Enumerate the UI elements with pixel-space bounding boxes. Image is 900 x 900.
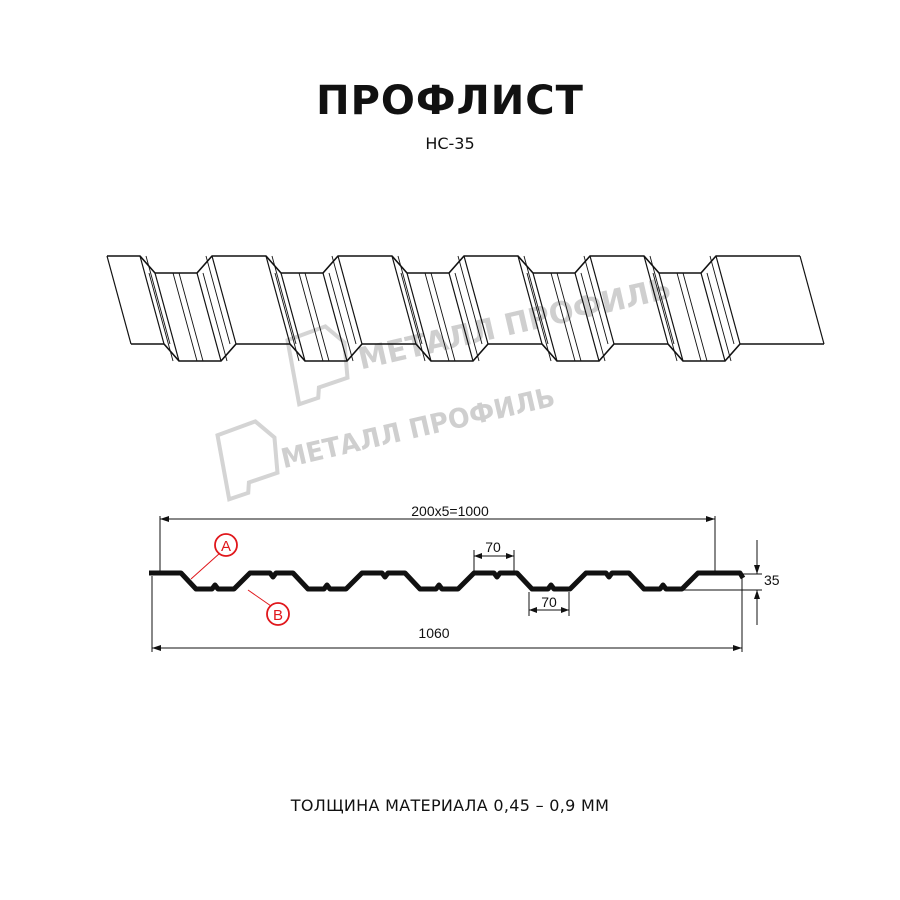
sheet-rib-line xyxy=(274,272,300,362)
sheet-fold-line xyxy=(391,255,417,345)
sheet-fold-line xyxy=(700,272,726,362)
sheet-groove-line xyxy=(298,272,324,362)
model-subtitle: НС-35 xyxy=(425,134,475,153)
sheet-rib-line xyxy=(649,255,675,345)
watermark-logo-icon xyxy=(285,324,350,407)
sheet-fold-line xyxy=(106,255,132,345)
sheet-fold-line xyxy=(139,255,165,345)
watermark-bottom: МЕТАЛЛ ПРОФИЛЬ xyxy=(215,382,558,502)
sheet-fold-line xyxy=(154,272,180,362)
sheet-fold-line xyxy=(589,255,615,345)
sheet-fold-line xyxy=(322,272,348,362)
sheet-fold-line xyxy=(196,272,222,362)
sheet-rib-line xyxy=(652,272,678,362)
sheet-groove-line xyxy=(550,272,576,362)
sheet-rib-line xyxy=(271,255,297,345)
marker-b-label: B xyxy=(273,607,283,624)
dimension-top-width: 70 xyxy=(485,539,501,555)
sheet-fold-line xyxy=(211,255,237,345)
sheet-fold-line xyxy=(448,272,474,362)
dimension-pitch-total: 200x5=1000 xyxy=(411,503,489,519)
sheet-groove-line xyxy=(178,272,204,362)
sheet-rib-line xyxy=(400,272,426,362)
sheet-rib-line xyxy=(328,272,354,362)
sheet-fold-line xyxy=(406,272,432,362)
sheet-fold-line xyxy=(715,255,741,345)
sheet-fold-line xyxy=(517,255,543,345)
sheet-rib-line xyxy=(526,272,552,362)
sheet-bottom-edge xyxy=(131,343,824,362)
sheet-groove-line xyxy=(430,272,456,362)
dimension-bottom-width: 70 xyxy=(541,594,557,610)
sheet-rib-line xyxy=(583,255,609,345)
watermark-text: МЕТАЛЛ ПРОФИЛЬ xyxy=(355,271,675,377)
sheet-rib-line xyxy=(523,255,549,345)
marker-a-label: A xyxy=(221,538,231,555)
sheet-rib-line xyxy=(145,255,171,345)
sheet-groove-line xyxy=(682,272,708,362)
sheet-groove-line xyxy=(556,272,582,362)
sheet-top-edge xyxy=(107,255,800,274)
cross-section-profile xyxy=(149,570,746,592)
sheet-fold-line xyxy=(265,255,291,345)
watermark-logo-icon xyxy=(215,419,280,502)
sheet-rib-line xyxy=(331,255,357,345)
sheet-groove-line xyxy=(424,272,450,362)
dimension-lines xyxy=(151,516,762,652)
marker-b: B xyxy=(247,589,290,626)
sheet-groove-line xyxy=(172,272,198,362)
sheet-fold-line xyxy=(337,255,363,345)
sheet-rib-line xyxy=(709,255,735,345)
dimension-overall-width: 1060 xyxy=(418,625,449,641)
sheet-rib-line xyxy=(457,255,483,345)
sheet-rib-line xyxy=(205,255,231,345)
sheet-groove-line xyxy=(676,272,702,362)
dimension-height: 35 xyxy=(764,572,780,588)
sheet-fold-line xyxy=(280,272,306,362)
sheet-rib-line xyxy=(148,272,174,362)
sheet-rib-line xyxy=(397,255,423,345)
sheet-fold-line xyxy=(658,272,684,362)
sheet-rib-line xyxy=(706,272,732,362)
sheet-fold-line xyxy=(532,272,558,362)
sheet-fold-line xyxy=(643,255,669,345)
marker-a: A xyxy=(190,533,238,580)
page-title: ПРОФЛИСТ xyxy=(316,78,584,124)
sheet-rib-line xyxy=(202,272,228,362)
sheet-3d-view xyxy=(106,255,825,362)
sheet-fold-line xyxy=(574,272,600,362)
sheet-rib-line xyxy=(454,272,480,362)
material-thickness-note: ТОЛЩИНА МАТЕРИАЛА 0,45 – 0,9 ММ xyxy=(290,796,610,815)
sheet-fold-line xyxy=(463,255,489,345)
sheet-groove-line xyxy=(304,272,330,362)
sheet-fold-line xyxy=(799,255,825,345)
sheet-rib-line xyxy=(580,272,606,362)
